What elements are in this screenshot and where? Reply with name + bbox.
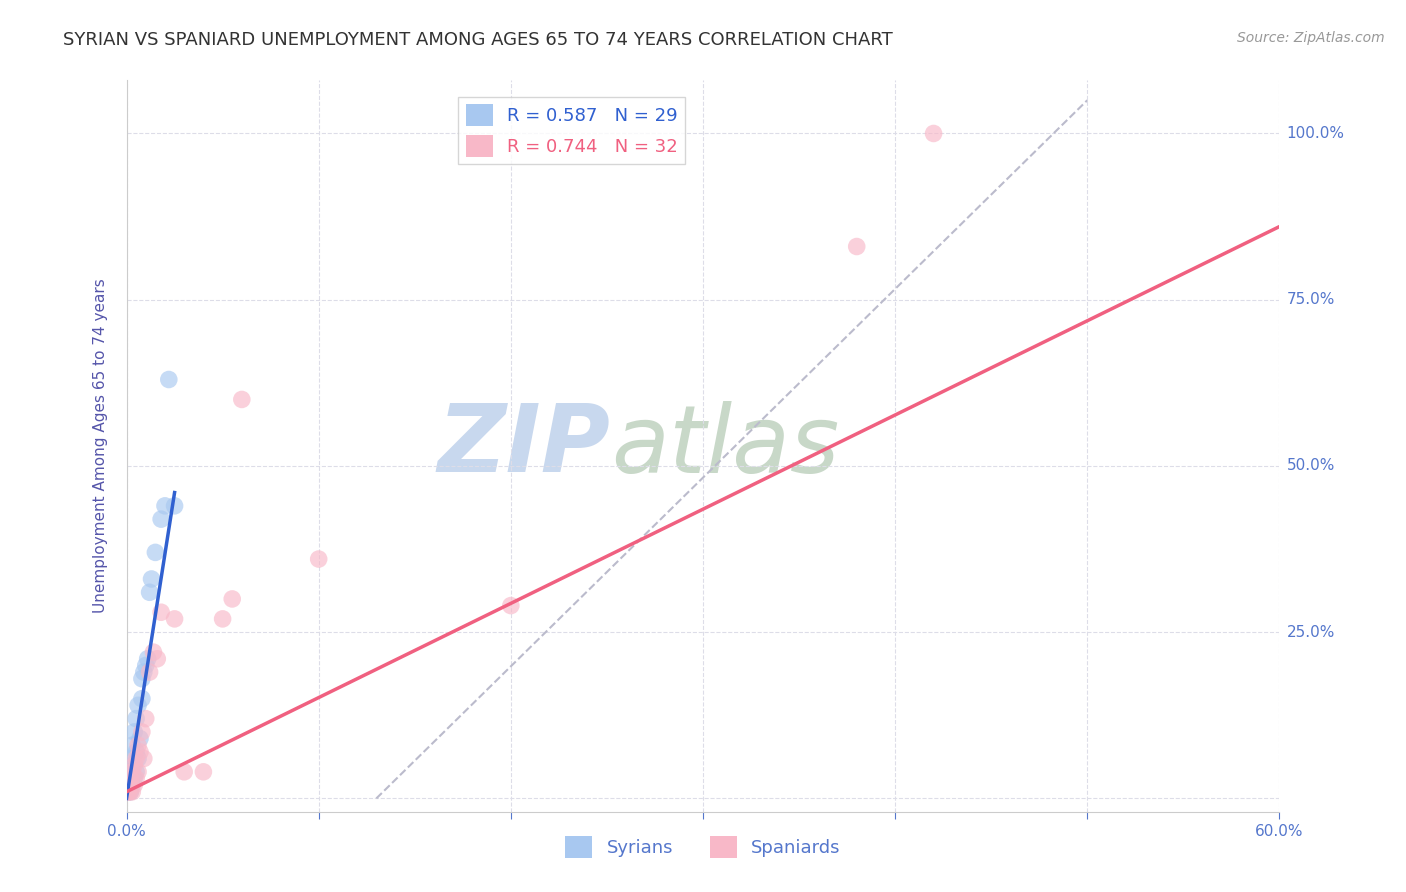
- Point: [132, 665, 155, 679]
- Point: [231, 392, 253, 407]
- Text: 25.0%: 25.0%: [1286, 624, 1334, 640]
- Text: 75.0%: 75.0%: [1286, 293, 1334, 307]
- Point: [132, 751, 155, 765]
- Point: [163, 612, 186, 626]
- Point: [125, 751, 148, 765]
- Point: [120, 785, 142, 799]
- Point: [117, 785, 139, 799]
- Point: [141, 572, 163, 586]
- Point: [125, 764, 148, 779]
- Point: [122, 725, 145, 739]
- Point: [127, 764, 149, 779]
- Point: [129, 731, 152, 746]
- Point: [120, 785, 142, 799]
- Point: [163, 499, 186, 513]
- Point: [117, 778, 139, 792]
- Point: [145, 545, 166, 559]
- Point: [136, 652, 159, 666]
- Point: [135, 712, 157, 726]
- Point: [125, 745, 148, 759]
- Point: [211, 612, 233, 626]
- Point: [193, 764, 215, 779]
- Point: [117, 785, 139, 799]
- Point: [117, 772, 139, 786]
- Point: [153, 499, 176, 513]
- Point: [117, 778, 139, 792]
- Point: [122, 772, 145, 786]
- Point: [173, 764, 195, 779]
- Point: [121, 785, 143, 799]
- Y-axis label: Unemployment Among Ages 65 to 74 years: Unemployment Among Ages 65 to 74 years: [93, 278, 108, 614]
- Point: [122, 758, 145, 772]
- Point: [131, 672, 153, 686]
- Point: [135, 658, 157, 673]
- Point: [121, 738, 143, 752]
- Point: [131, 691, 153, 706]
- Text: ZIP: ZIP: [437, 400, 610, 492]
- Point: [138, 665, 160, 679]
- Point: [150, 512, 173, 526]
- Text: atlas: atlas: [610, 401, 839, 491]
- Point: [146, 652, 169, 666]
- Point: [120, 764, 142, 779]
- Point: [125, 712, 148, 726]
- Point: [117, 785, 139, 799]
- Point: [127, 751, 149, 765]
- Point: [127, 738, 149, 752]
- Text: 50.0%: 50.0%: [1286, 458, 1334, 474]
- Text: 100.0%: 100.0%: [1286, 126, 1344, 141]
- Text: Source: ZipAtlas.com: Source: ZipAtlas.com: [1237, 31, 1385, 45]
- Point: [120, 778, 142, 792]
- Point: [157, 372, 180, 386]
- Point: [120, 751, 142, 765]
- Point: [125, 772, 148, 786]
- Point: [221, 591, 243, 606]
- Point: [845, 239, 868, 253]
- Point: [120, 772, 142, 786]
- Point: [150, 605, 173, 619]
- Point: [121, 758, 143, 772]
- Point: [129, 745, 152, 759]
- Point: [142, 645, 165, 659]
- Point: [122, 778, 145, 792]
- Point: [131, 725, 153, 739]
- Legend: R = 0.587   N = 29, R = 0.744   N = 32: R = 0.587 N = 29, R = 0.744 N = 32: [458, 96, 685, 164]
- Point: [121, 764, 143, 779]
- Point: [499, 599, 522, 613]
- Point: [308, 552, 330, 566]
- Point: [121, 778, 143, 792]
- Point: [138, 585, 160, 599]
- Point: [127, 698, 149, 713]
- Text: SYRIAN VS SPANIARD UNEMPLOYMENT AMONG AGES 65 TO 74 YEARS CORRELATION CHART: SYRIAN VS SPANIARD UNEMPLOYMENT AMONG AG…: [63, 31, 893, 49]
- Point: [922, 127, 945, 141]
